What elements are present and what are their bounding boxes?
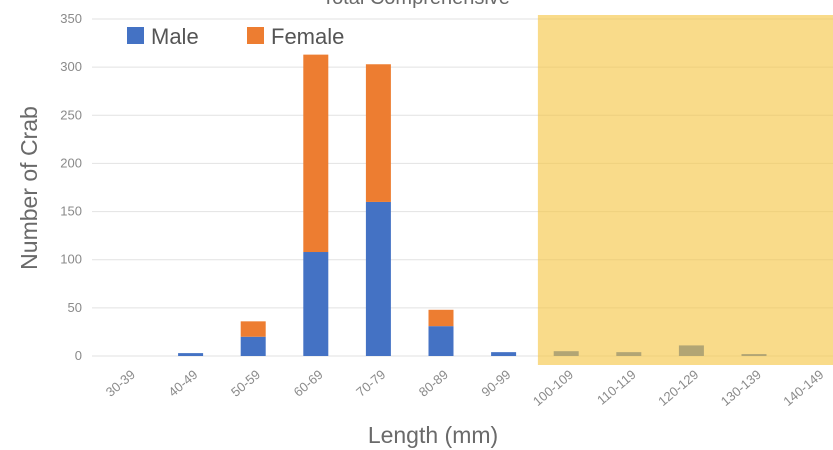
x-tick-label: 40-49 [165, 367, 200, 400]
y-tick-label: 250 [60, 107, 82, 122]
bar-male-70-79 [365, 201, 391, 356]
legend-label-female: Female [271, 24, 344, 49]
legend-label-male: Male [151, 24, 199, 49]
bar-female-80-89 [428, 309, 454, 327]
bar-female-70-79 [365, 64, 391, 202]
x-tick-label: 80-89 [416, 367, 451, 400]
y-tick-label: 0 [75, 348, 82, 363]
highlight-region [537, 15, 833, 365]
x-tick-label: 120-129 [655, 367, 701, 409]
x-tick-label: 130-139 [718, 367, 764, 409]
x-tick-label: 140-149 [780, 367, 826, 409]
y-tick-labels: 0 50 100 150 200 250 300 350 [60, 11, 82, 363]
bar-male-80-89 [428, 326, 454, 356]
y-tick-label: 50 [68, 300, 82, 315]
legend: Male Female [127, 24, 344, 49]
legend-swatch-female [247, 27, 264, 44]
legend-swatch-male [127, 27, 144, 44]
bar-male-40-49 [178, 353, 204, 356]
bar-female-60-69 [303, 54, 329, 253]
x-tick-label: 90-99 [478, 367, 513, 400]
x-tick-label: 50-59 [228, 367, 263, 400]
y-tick-label: 300 [60, 59, 82, 74]
gridlines [92, 18, 833, 357]
bar-male-50-59 [240, 336, 266, 356]
y-tick-label: 100 [60, 252, 82, 267]
y-tick-label: 150 [60, 204, 82, 219]
x-tick-label: 60-69 [291, 367, 326, 400]
y-axis-title: Number of Crab [16, 106, 42, 270]
bar-male-90-99 [491, 352, 517, 356]
bar-male-60-69 [303, 252, 329, 356]
x-tick-label: 70-79 [353, 367, 388, 400]
bar-female-50-59 [240, 321, 266, 337]
x-tick-label: 100-109 [530, 367, 576, 409]
x-axis-title: Length (mm) [368, 422, 498, 448]
x-tick-labels: 30-39 40-49 50-59 60-69 70-79 80-89 90-99 100-1… [103, 367, 827, 409]
y-tick-label: 200 [60, 155, 82, 170]
x-tick-label: 110-119 [594, 367, 639, 408]
x-tick-label: 30-39 [103, 367, 138, 400]
chart-title: Total Comprehensive [322, 0, 510, 9]
y-tick-label: 350 [60, 11, 82, 26]
bars [178, 54, 767, 356]
